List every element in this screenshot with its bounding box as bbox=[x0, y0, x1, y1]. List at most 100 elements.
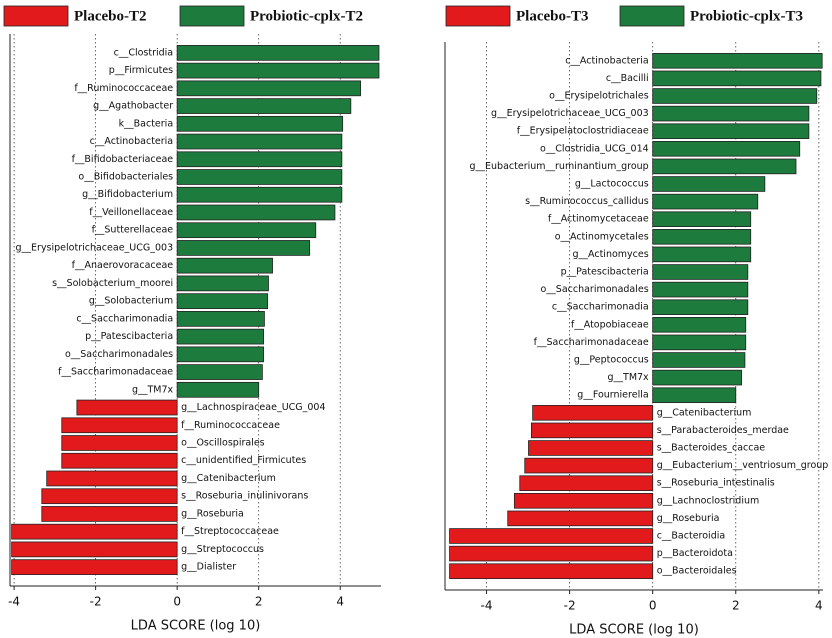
bar bbox=[652, 53, 823, 69]
bar bbox=[528, 440, 654, 456]
category-label: s__Solobacterium_moorei bbox=[52, 278, 173, 289]
bar bbox=[652, 88, 818, 104]
category-label: g__Peptococcus bbox=[574, 355, 649, 366]
bar bbox=[41, 488, 178, 505]
bar bbox=[46, 470, 178, 487]
category-label: k__Bacteria bbox=[119, 118, 174, 129]
category-label: g__Eubacterium__ruminantium_group bbox=[470, 161, 649, 172]
category-label: p__Firmicutes bbox=[109, 65, 173, 76]
bar bbox=[449, 545, 654, 562]
bar bbox=[507, 510, 654, 527]
category-label: s__Parabacteroides_merdae bbox=[657, 425, 789, 436]
x-tick-label: -2 bbox=[564, 599, 576, 613]
bar bbox=[61, 435, 178, 451]
bar bbox=[519, 475, 654, 491]
category-label: p__Bacteroidota bbox=[657, 548, 733, 559]
bar bbox=[41, 506, 178, 522]
category-label: c__unidentified_Firmicutes bbox=[181, 455, 306, 466]
category-label: f__Erysipelatoclostridiaceae bbox=[517, 126, 649, 137]
category-label: c__Saccharimonadia bbox=[76, 313, 173, 324]
legend-swatch bbox=[445, 5, 511, 27]
category-label: f__Sutterellaceae bbox=[92, 225, 174, 236]
legend-label: Probiotic-cplx-T2 bbox=[250, 8, 363, 24]
category-label: p__Patescibacteria bbox=[85, 331, 173, 342]
bar bbox=[652, 105, 810, 122]
bar bbox=[652, 211, 752, 227]
category-label: o__Saccharimonadales bbox=[65, 349, 173, 360]
category-label: o__Clostridia_UCG_014 bbox=[540, 143, 649, 154]
bar bbox=[652, 176, 766, 192]
bar bbox=[11, 559, 178, 575]
category-label: o__Oscillospirales bbox=[181, 438, 265, 449]
category-label: g__Lachnospiraceae_UCG_004 bbox=[181, 402, 325, 413]
category-label: g__TM7x bbox=[132, 384, 174, 395]
bar bbox=[176, 45, 380, 61]
category-label: f__Ruminococcaceae bbox=[181, 420, 280, 431]
category-label: f__Saccharimonadaceae bbox=[534, 337, 649, 348]
bar bbox=[652, 141, 801, 157]
category-label: o__Actinomycetales bbox=[555, 231, 649, 242]
category-label: f__Bifidobacteriaceae bbox=[72, 154, 174, 165]
category-label: o__Bifidobacteriales bbox=[78, 172, 173, 183]
bar bbox=[76, 399, 178, 416]
bar bbox=[176, 346, 264, 363]
category-label: g__Streptococcus bbox=[181, 544, 264, 555]
category-label: g__Fournierella bbox=[577, 390, 648, 401]
bar bbox=[176, 98, 352, 114]
bar bbox=[531, 422, 654, 439]
chart-panel: Placebo-T2 Probiotic-cplx-T2 -4 -2 0 2 4 LDA SC… bbox=[3, 5, 381, 634]
bar bbox=[652, 387, 737, 403]
bar bbox=[61, 452, 178, 469]
x-tick-label: 0 bbox=[173, 595, 181, 609]
bar bbox=[449, 528, 654, 544]
legend-label: Placebo-T2 bbox=[74, 8, 147, 24]
bar bbox=[652, 334, 747, 351]
category-label: f__Veillonellaceae bbox=[89, 207, 173, 218]
legend-swatch bbox=[619, 5, 685, 27]
bar bbox=[176, 80, 362, 97]
bar bbox=[652, 229, 752, 245]
bar bbox=[176, 62, 380, 79]
bar bbox=[652, 281, 749, 298]
category-label: p__Patescibacteria bbox=[561, 267, 649, 278]
bar bbox=[11, 541, 178, 558]
legend-label: Placebo-T3 bbox=[516, 8, 589, 24]
category-label: g__Catenibacterium bbox=[181, 473, 276, 484]
x-tick-label: 2 bbox=[732, 599, 740, 613]
category-label: f__Anaerovoracaceae bbox=[72, 260, 174, 271]
x-tick-label: 2 bbox=[255, 595, 263, 609]
category-label: s__Roseburia_inulinivorans bbox=[181, 491, 308, 502]
bar bbox=[176, 133, 343, 150]
bar bbox=[652, 70, 822, 87]
category-label: g__Erysipelotrichaceae_UCG_003 bbox=[16, 242, 174, 253]
x-axis-label: LDA SCORE (log 10) bbox=[569, 623, 699, 638]
bar bbox=[176, 169, 343, 185]
category-label: o__Bacteroidales bbox=[657, 566, 737, 577]
bar bbox=[532, 405, 654, 421]
bar bbox=[176, 115, 344, 132]
bar bbox=[652, 158, 797, 175]
category-label: f__Atopobiaceae bbox=[571, 319, 649, 330]
category-label: o__Saccharimonadales bbox=[540, 284, 648, 295]
bar bbox=[449, 563, 654, 579]
bar bbox=[176, 364, 263, 380]
category-label: g__Lachnoclostridium bbox=[657, 495, 760, 506]
x-tick-label: -4 bbox=[481, 599, 493, 613]
category-label: g__Solobacterium bbox=[89, 296, 173, 307]
bar bbox=[652, 352, 746, 368]
bar bbox=[652, 123, 810, 139]
x-axis-label: LDA SCORE (log 10) bbox=[131, 619, 261, 634]
bar bbox=[176, 328, 264, 345]
legend-label: Probiotic-cplx-T3 bbox=[690, 8, 803, 24]
category-label: g__Bifidobacterium bbox=[82, 189, 173, 200]
bar bbox=[176, 311, 265, 327]
category-label: c__Bacteroidia bbox=[657, 531, 726, 542]
category-label: g__TM7x bbox=[607, 372, 649, 383]
bar bbox=[11, 523, 178, 540]
bar bbox=[652, 246, 752, 263]
category-label: c__Bacilli bbox=[606, 73, 649, 84]
category-label: g__Catenibacterium bbox=[657, 407, 752, 418]
category-label: f__Ruminococcaceae bbox=[74, 83, 173, 94]
category-label: g__Lactococcus bbox=[575, 179, 649, 190]
category-label: o__Erysipelotrichales bbox=[549, 91, 649, 102]
